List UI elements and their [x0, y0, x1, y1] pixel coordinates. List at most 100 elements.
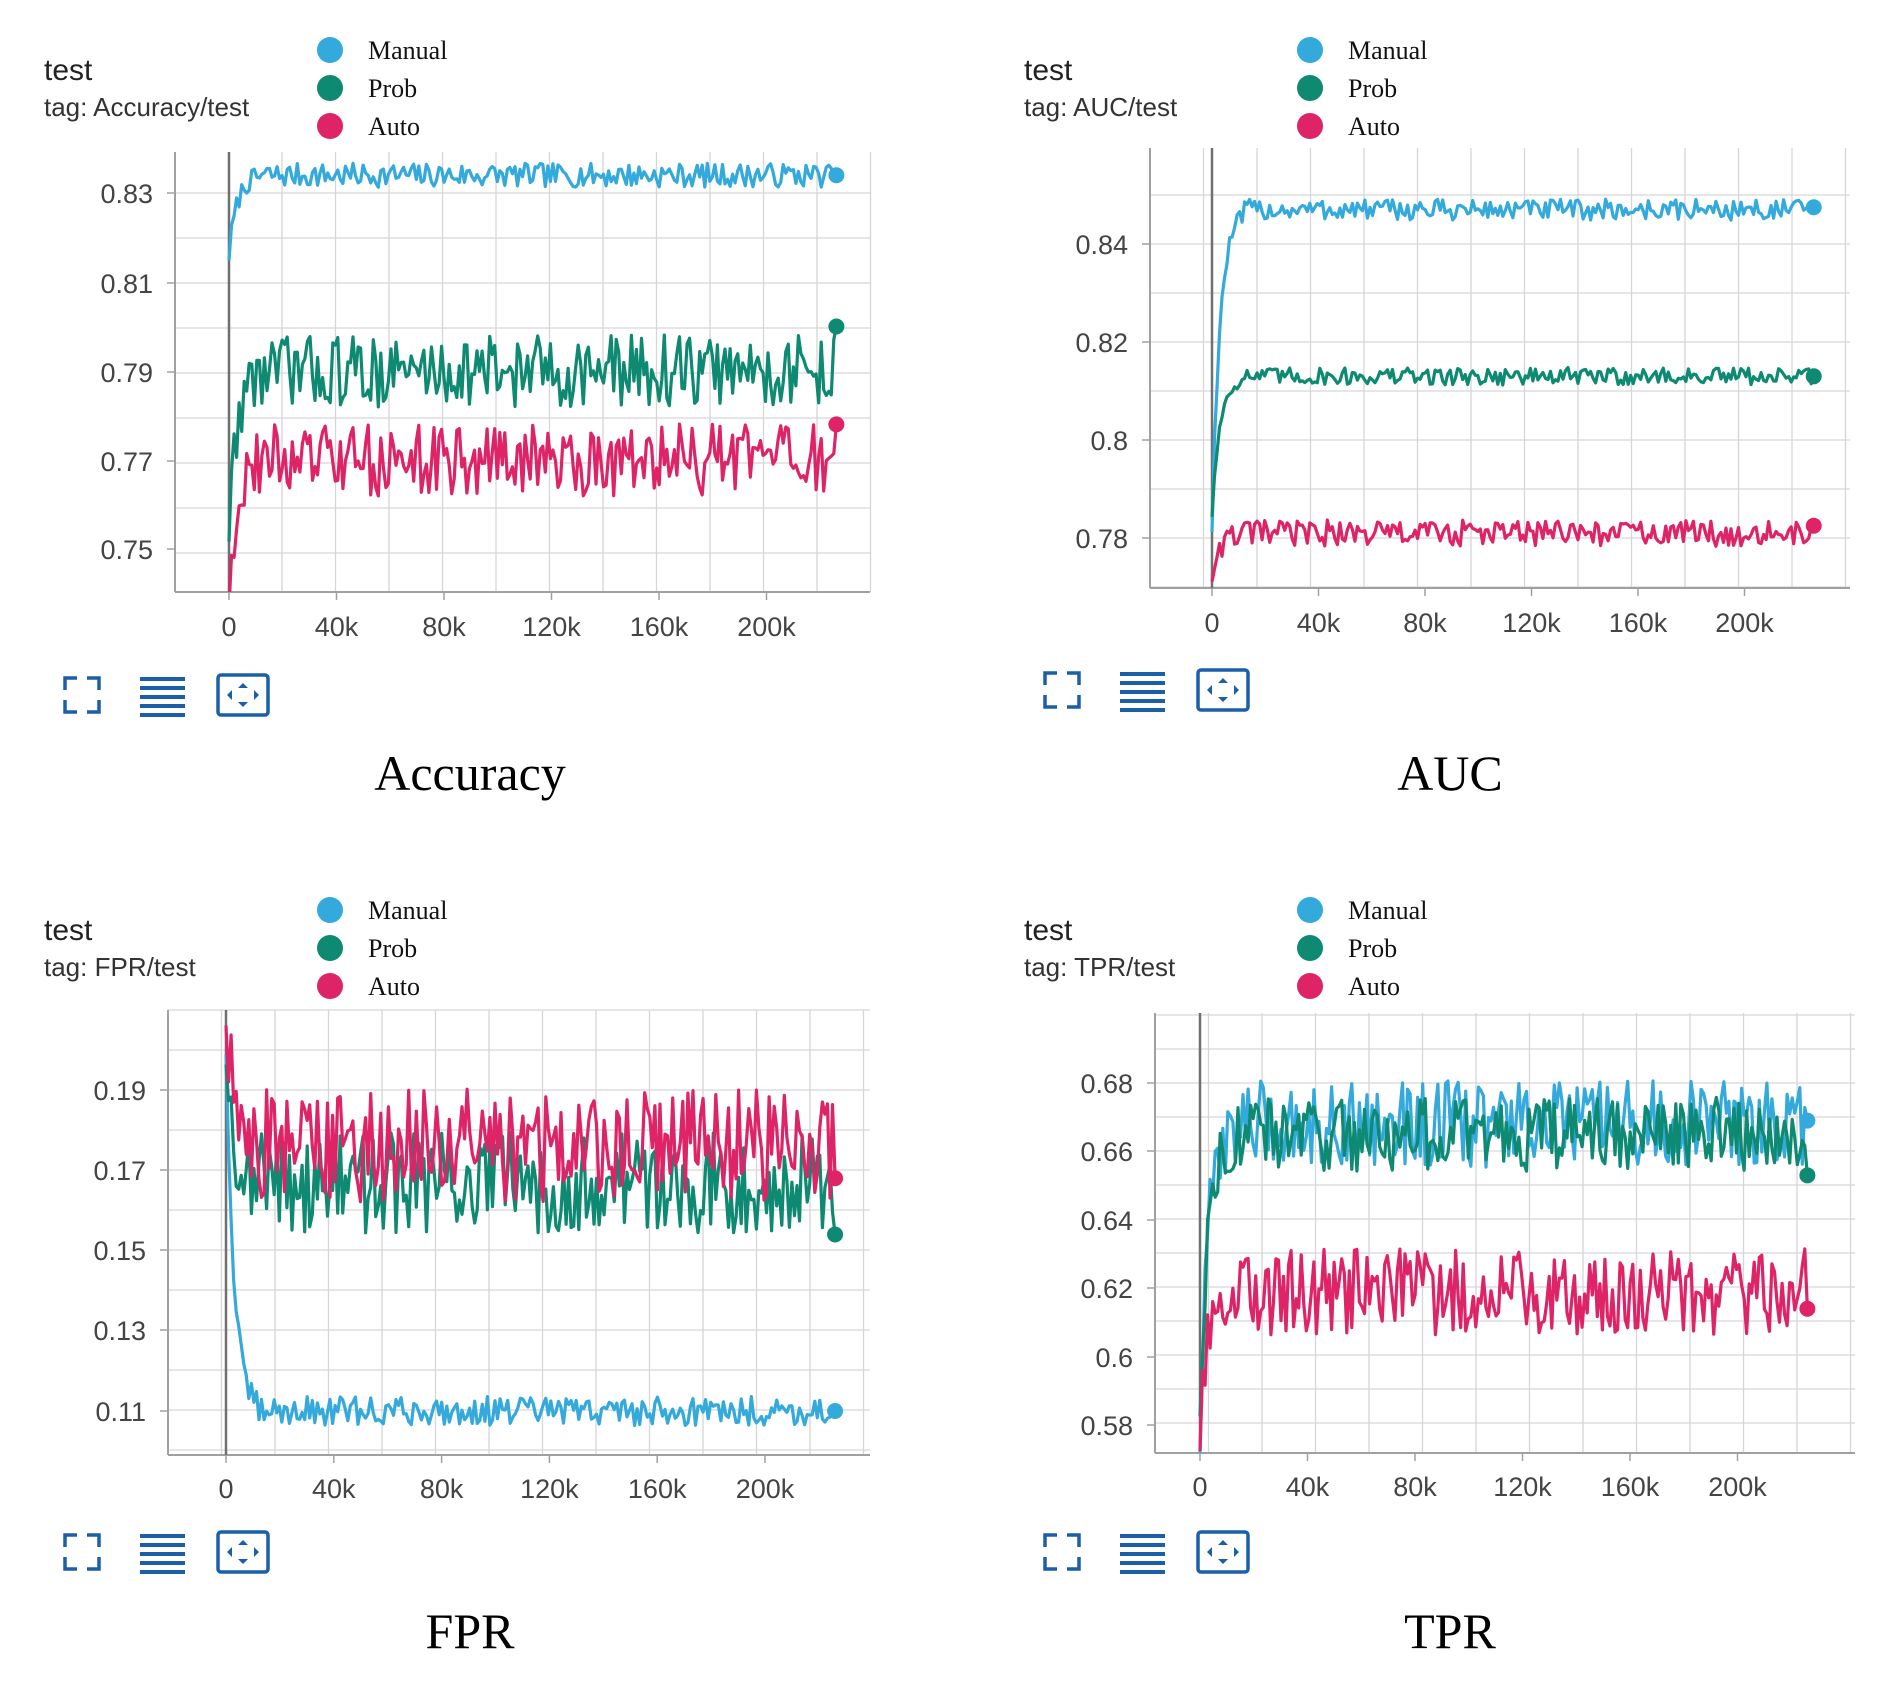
- x-tick-label: 160k: [630, 612, 689, 642]
- chart-title: test: [44, 914, 93, 947]
- legend-marker-manual: [1297, 897, 1323, 923]
- x-tick-label: 120k: [520, 1474, 579, 1504]
- x-tick-label: 40k: [1297, 608, 1341, 638]
- series-line-auto: [1210, 518, 1815, 582]
- series-end-point-manual: [827, 1403, 844, 1419]
- legend-marker-auto: [317, 113, 343, 139]
- series-line-manual: [224, 1054, 836, 1427]
- chart-subtitle: tag: TPR/test: [1024, 952, 1176, 982]
- x-tick-label: 200k: [1708, 1472, 1767, 1502]
- fullscreen-icon[interactable]: [1043, 671, 1081, 709]
- fullscreen-icon[interactable]: [63, 676, 101, 714]
- y-tick-label: 0.82: [1075, 328, 1128, 358]
- chart-title: test: [1024, 54, 1073, 87]
- x-tick-label: 200k: [1715, 608, 1774, 638]
- fullscreen-icon[interactable]: [1043, 1533, 1081, 1571]
- chart-toolbar: [1043, 668, 1250, 712]
- legend-label-auto: Auto: [368, 972, 420, 1001]
- fit-domain-icon[interactable]: [1196, 1530, 1250, 1574]
- legend: Manual Prob Auto: [317, 36, 447, 141]
- legend-label-manual: Manual: [1348, 896, 1427, 925]
- series-end-point-prob: [1799, 1167, 1816, 1184]
- x-tick-label: 80k: [420, 1474, 464, 1504]
- x-tick-label: 80k: [422, 612, 466, 642]
- chart-caption: AUC: [1397, 745, 1503, 801]
- chart-toolbar: [1043, 1530, 1250, 1574]
- x-tick-label: 120k: [522, 612, 581, 642]
- legend-marker-prob: [317, 75, 343, 101]
- fit-domain-icon[interactable]: [216, 673, 270, 717]
- y-tick-label: 0.64: [1080, 1206, 1133, 1236]
- series-line-manual: [1198, 1079, 1809, 1453]
- fit-domain-icon[interactable]: [1196, 668, 1250, 712]
- data-list-icon[interactable]: [140, 1534, 185, 1574]
- chart-subtitle: tag: AUC/test: [1024, 92, 1178, 122]
- series-end-point-prob: [828, 318, 845, 335]
- legend-label-auto: Auto: [1348, 112, 1400, 141]
- series-line-auto: [1198, 1247, 1809, 1452]
- series-end-point-auto: [1805, 517, 1822, 534]
- series-end-point-prob: [1805, 368, 1822, 385]
- legend-label-manual: Manual: [1348, 36, 1427, 65]
- series-line-prob: [227, 326, 838, 542]
- x-tick-label: 80k: [1403, 608, 1447, 638]
- series-line-prob: [1198, 1095, 1809, 1417]
- x-tick-label: 120k: [1502, 608, 1561, 638]
- legend-label-prob: Prob: [1348, 74, 1397, 103]
- series-end-point-manual: [828, 167, 845, 184]
- y-tick-label: 0.13: [93, 1316, 146, 1346]
- series-end-point-manual: [1805, 199, 1822, 216]
- data-list-icon[interactable]: [140, 677, 185, 717]
- fullscreen-icon[interactable]: [63, 1533, 101, 1571]
- legend-marker-manual: [1297, 37, 1323, 63]
- legend: Manual Prob Auto: [1297, 896, 1427, 1001]
- chart-caption: Accuracy: [374, 745, 566, 801]
- x-tick-label: 0: [218, 1474, 233, 1504]
- legend-label-manual: Manual: [368, 36, 447, 65]
- legend-marker-prob: [1297, 935, 1323, 961]
- legend-marker-manual: [317, 37, 343, 63]
- series-line-prob: [224, 1064, 837, 1235]
- y-tick-label: 0.75: [100, 535, 153, 565]
- legend-label-prob: Prob: [1348, 934, 1397, 963]
- y-tick-label: 0.79: [100, 358, 153, 388]
- x-tick-label: 0: [221, 612, 236, 642]
- chart-title: test: [1024, 914, 1073, 947]
- legend-label-manual: Manual: [368, 896, 447, 925]
- grid: [174, 152, 872, 592]
- y-tick-label: 0.84: [1075, 230, 1128, 260]
- x-tick-label: 160k: [628, 1474, 687, 1504]
- series-line-auto: [224, 1025, 837, 1204]
- chart-panel-accuracy: test tag: Accuracy/test Manual Prob Auto 0.83…: [44, 36, 872, 801]
- fit-domain-icon[interactable]: [216, 1530, 270, 1574]
- legend-label-auto: Auto: [368, 112, 420, 141]
- y-tick-label: 0.78: [1075, 524, 1128, 554]
- chart-panel-fpr: test tag: FPR/test Manual Prob Auto 0.19 0.17 0…: [44, 896, 870, 1659]
- x-tick-label: 80k: [1393, 1472, 1437, 1502]
- grid: [167, 1009, 870, 1455]
- x-tick-label: 160k: [1609, 608, 1668, 638]
- series-end-point-auto: [827, 1170, 844, 1187]
- x-tick-label: 200k: [737, 612, 796, 642]
- y-tick-label: 0.66: [1080, 1137, 1133, 1167]
- x-tick-label: 40k: [315, 612, 359, 642]
- legend-marker-auto: [1297, 113, 1323, 139]
- series-line-auto: [228, 422, 838, 592]
- series-end-point-auto: [828, 416, 845, 433]
- legend-label-prob: Prob: [368, 934, 417, 963]
- y-tick-label: 0.77: [100, 447, 153, 477]
- data-list-icon[interactable]: [1120, 1534, 1165, 1574]
- x-tick-label: 0: [1192, 1472, 1207, 1502]
- series-end-point-auto: [1799, 1300, 1816, 1317]
- legend-marker-prob: [1297, 75, 1323, 101]
- chart-panel-tpr: test tag: TPR/test Manual Prob Auto 0.68 0.66 0…: [1024, 896, 1855, 1659]
- chart-toolbar: [63, 673, 270, 717]
- legend-marker-prob: [317, 935, 343, 961]
- legend-label-auto: Auto: [1348, 972, 1400, 1001]
- data-list-icon[interactable]: [1120, 672, 1165, 712]
- y-tick-label: 0.8: [1090, 426, 1128, 456]
- x-tick-label: 200k: [736, 1474, 795, 1504]
- legend: Manual Prob Auto: [317, 896, 447, 1001]
